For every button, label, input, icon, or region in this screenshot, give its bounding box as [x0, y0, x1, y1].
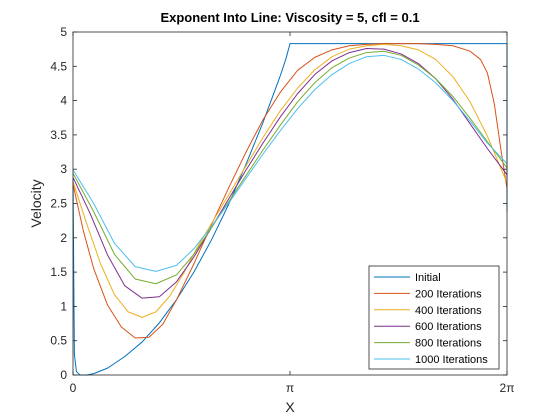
y-tick-label-9: 4.5: [50, 59, 67, 73]
y-tick-label-7: 3.5: [50, 128, 67, 142]
x-axis-label: X: [285, 399, 295, 415]
y-tick-label-1: 0.5: [50, 334, 67, 348]
series-line-4: [72, 50, 508, 285]
y-tick-label-5: 2.5: [50, 197, 67, 211]
series-line-1: [72, 43, 508, 339]
y-axis-label: Velocity: [28, 179, 44, 227]
legend: Initial 200 Iterations 400 Iterations 600 I…: [368, 265, 500, 370]
y-tick-label-6: 3: [60, 162, 67, 176]
legend-box: [368, 265, 500, 370]
y-tick-label-8: 4: [60, 94, 67, 108]
y-tick-label-0: 0: [60, 368, 67, 382]
y-tick-label-3: 1.5: [50, 265, 67, 279]
legend-label-1: 200 Iterations: [415, 288, 482, 300]
legend-items: Initial 200 Iterations 400 Iterations 600 I…: [374, 272, 488, 366]
x-tick-label-1: π: [286, 381, 294, 395]
legend-label-4: 800 Iterations: [415, 338, 482, 350]
y-tick-label-10: 5: [60, 25, 67, 39]
legend-label-2: 400 Iterations: [415, 305, 482, 317]
y-tick-label-2: 1: [60, 299, 67, 313]
series-layer: [72, 43, 508, 376]
series-line-5: [72, 54, 508, 272]
series-line-2: [72, 43, 508, 318]
legend-label-3: 600 Iterations: [415, 321, 482, 333]
y-tick-label-4: 2: [60, 231, 67, 245]
legend-label-0: Initial: [415, 272, 441, 284]
x-tick-label-2: 2π: [500, 381, 515, 395]
legend-label-5: 1000 Iterations: [415, 354, 488, 366]
x-tick-label-0: 0: [70, 381, 77, 395]
chart-title: Exponent Into Line: Viscosity = 5, cfl =…: [160, 10, 419, 25]
tick-layer: 0 0.5 1 1.5 2 2.5 3 3.5 4 4.5 5 0 π 2π: [50, 25, 514, 395]
